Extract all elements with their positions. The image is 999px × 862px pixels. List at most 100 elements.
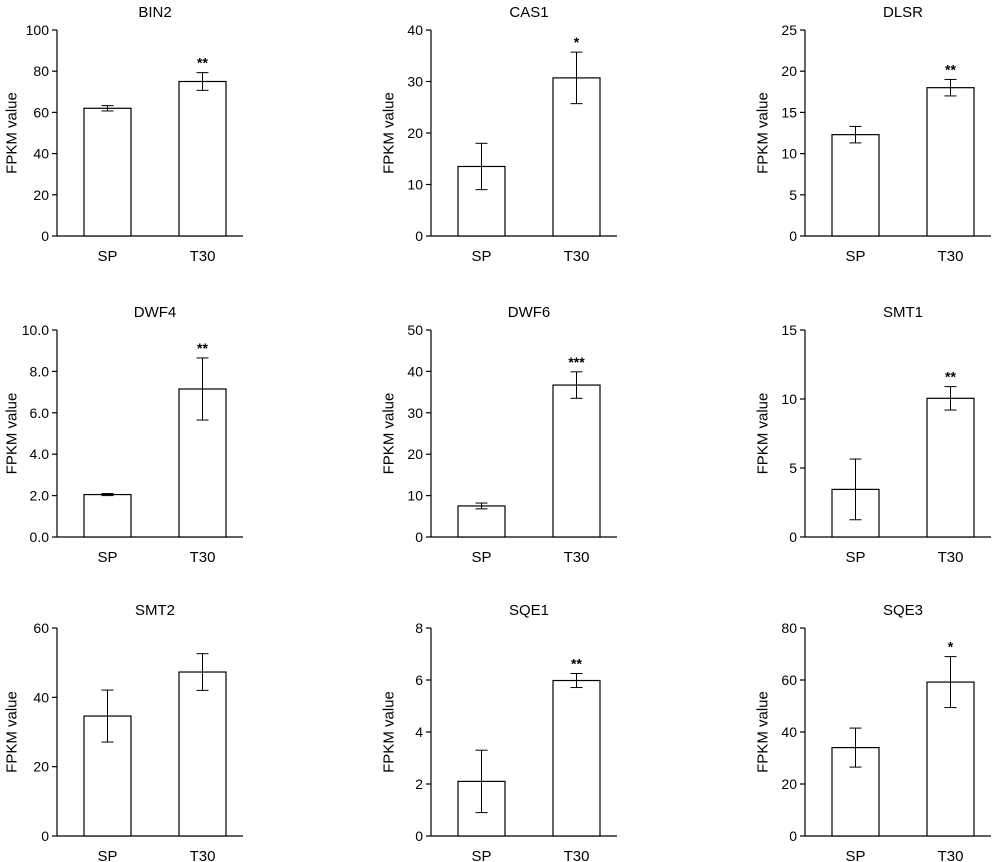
panel-title: BIN2 (138, 4, 171, 21)
panel-dwf6: DWF6 FPKM value 0 10 20 30 40 50 SP T30 *** (381, 304, 617, 566)
y-tick-label: 0 (41, 828, 49, 844)
category-label-sp: SP (845, 248, 865, 265)
y-axis-label: FPKM value (381, 691, 398, 773)
category-label-sp: SP (471, 549, 491, 566)
category-label-t30: T30 (938, 248, 964, 265)
category-label-t30: T30 (564, 248, 590, 265)
panel-title: SQE1 (509, 602, 549, 619)
bar-t30 (552, 77, 601, 237)
category-label-sp: SP (97, 848, 117, 862)
category-label-sp: SP (471, 848, 491, 862)
panel-title: SMT2 (135, 602, 175, 619)
y-tick-label: 10 (407, 177, 423, 193)
y-tick-label: 8.0 (30, 363, 50, 379)
bar-t30 (552, 679, 601, 837)
y-axis-label: FPKM value (4, 691, 21, 773)
y-tick-label: 0 (789, 828, 797, 844)
y-tick-label: 100 (26, 22, 50, 38)
significance-mark: ** (197, 340, 208, 356)
panel-title: DWF4 (134, 304, 177, 321)
y-tick-label: 10 (407, 488, 423, 504)
y-axis-label: FPKM value (4, 92, 21, 174)
y-tick-label: 20 (407, 446, 423, 462)
panel-smt1: SMT1 FPKM value 0 5 10 15 SP T30 ** (755, 304, 991, 566)
y-tick-label: 30 (407, 74, 423, 90)
y-axis-label: FPKM value (381, 92, 398, 174)
significance-mark: ** (945, 61, 956, 77)
panel-title: SQE3 (883, 602, 923, 619)
panel-smt2: SMT2 FPKM value 0 20 40 60 SP T30 (4, 602, 243, 862)
category-label-t30: T30 (564, 549, 590, 566)
y-tick-label: 0 (415, 228, 423, 244)
y-tick-label: 20 (781, 63, 797, 79)
y-tick-label: 10.0 (22, 322, 49, 338)
significance-mark: * (574, 34, 580, 50)
y-tick-label: 5 (789, 187, 797, 203)
y-tick-label: 80 (781, 620, 797, 636)
panel-dlsr: DLSR FPKM value 0 5 10 15 20 25 SP T30 ** (755, 4, 991, 265)
y-tick-label: 0 (41, 228, 49, 244)
y-tick-label: 80 (33, 63, 49, 79)
y-tick-label: 20 (407, 125, 423, 141)
y-tick-label: 15 (781, 322, 797, 338)
category-label-sp: SP (845, 848, 865, 862)
y-tick-label: 15 (781, 104, 797, 120)
category-label-t30: T30 (938, 549, 964, 566)
panel-cas1: CAS1 FPKM value 0 10 20 30 40 SP T30 * (381, 4, 617, 265)
y-tick-label: 40 (407, 22, 423, 38)
panel-title: CAS1 (509, 4, 548, 21)
panel-title: DWF6 (508, 304, 551, 321)
category-label-sp: SP (97, 248, 117, 265)
category-label-t30: T30 (190, 248, 216, 265)
y-tick-label: 8 (415, 620, 423, 636)
y-tick-label: 25 (781, 22, 797, 38)
y-axis-label: FPKM value (4, 393, 21, 475)
bar-t30 (926, 397, 975, 538)
bar-t30 (178, 80, 227, 237)
y-tick-label: 4 (415, 724, 423, 740)
y-tick-label: 20 (33, 759, 49, 775)
significance-mark: * (948, 639, 954, 655)
y-axis-label: FPKM value (755, 393, 772, 475)
y-tick-label: 4.0 (30, 446, 50, 462)
y-tick-label: 40 (407, 363, 423, 379)
y-tick-label: 6 (415, 672, 423, 688)
bar-t30 (552, 384, 601, 538)
category-label-t30: T30 (190, 549, 216, 566)
bar-t30 (926, 87, 975, 237)
y-tick-label: 40 (33, 689, 49, 705)
bar-t30 (926, 681, 975, 837)
y-tick-label: 40 (33, 146, 49, 162)
category-label-t30: T30 (190, 848, 216, 862)
y-tick-label: 60 (33, 620, 49, 636)
significance-mark: ** (945, 369, 956, 385)
y-tick-label: 20 (781, 776, 797, 792)
y-axis-label: FPKM value (755, 691, 772, 773)
significance-mark: *** (568, 354, 585, 370)
y-tick-label: 5 (789, 460, 797, 476)
category-label-t30: T30 (564, 848, 590, 862)
y-tick-label: 10 (781, 146, 797, 162)
category-label-sp: SP (97, 549, 117, 566)
y-tick-label: 20 (33, 187, 49, 203)
y-tick-label: 0 (789, 529, 797, 545)
bar-sp (831, 134, 880, 237)
y-tick-label: 0.0 (30, 529, 50, 545)
category-label-sp: SP (845, 549, 865, 566)
y-tick-label: 40 (781, 724, 797, 740)
y-tick-label: 0 (789, 228, 797, 244)
y-tick-label: 60 (33, 104, 49, 120)
bar-sp (83, 493, 132, 538)
y-tick-label: 6.0 (30, 405, 50, 421)
category-label-sp: SP (471, 248, 491, 265)
y-tick-label: 2 (415, 776, 423, 792)
bar-t30 (178, 671, 227, 837)
significance-mark: ** (571, 656, 582, 672)
y-tick-label: 0 (415, 828, 423, 844)
y-tick-label: 50 (407, 322, 423, 338)
panel-sqe1: SQE1 FPKM value 0 2 4 6 8 SP T30 ** (381, 602, 617, 862)
category-label-t30: T30 (938, 848, 964, 862)
bar-sp (83, 107, 132, 237)
y-tick-label: 30 (407, 405, 423, 421)
